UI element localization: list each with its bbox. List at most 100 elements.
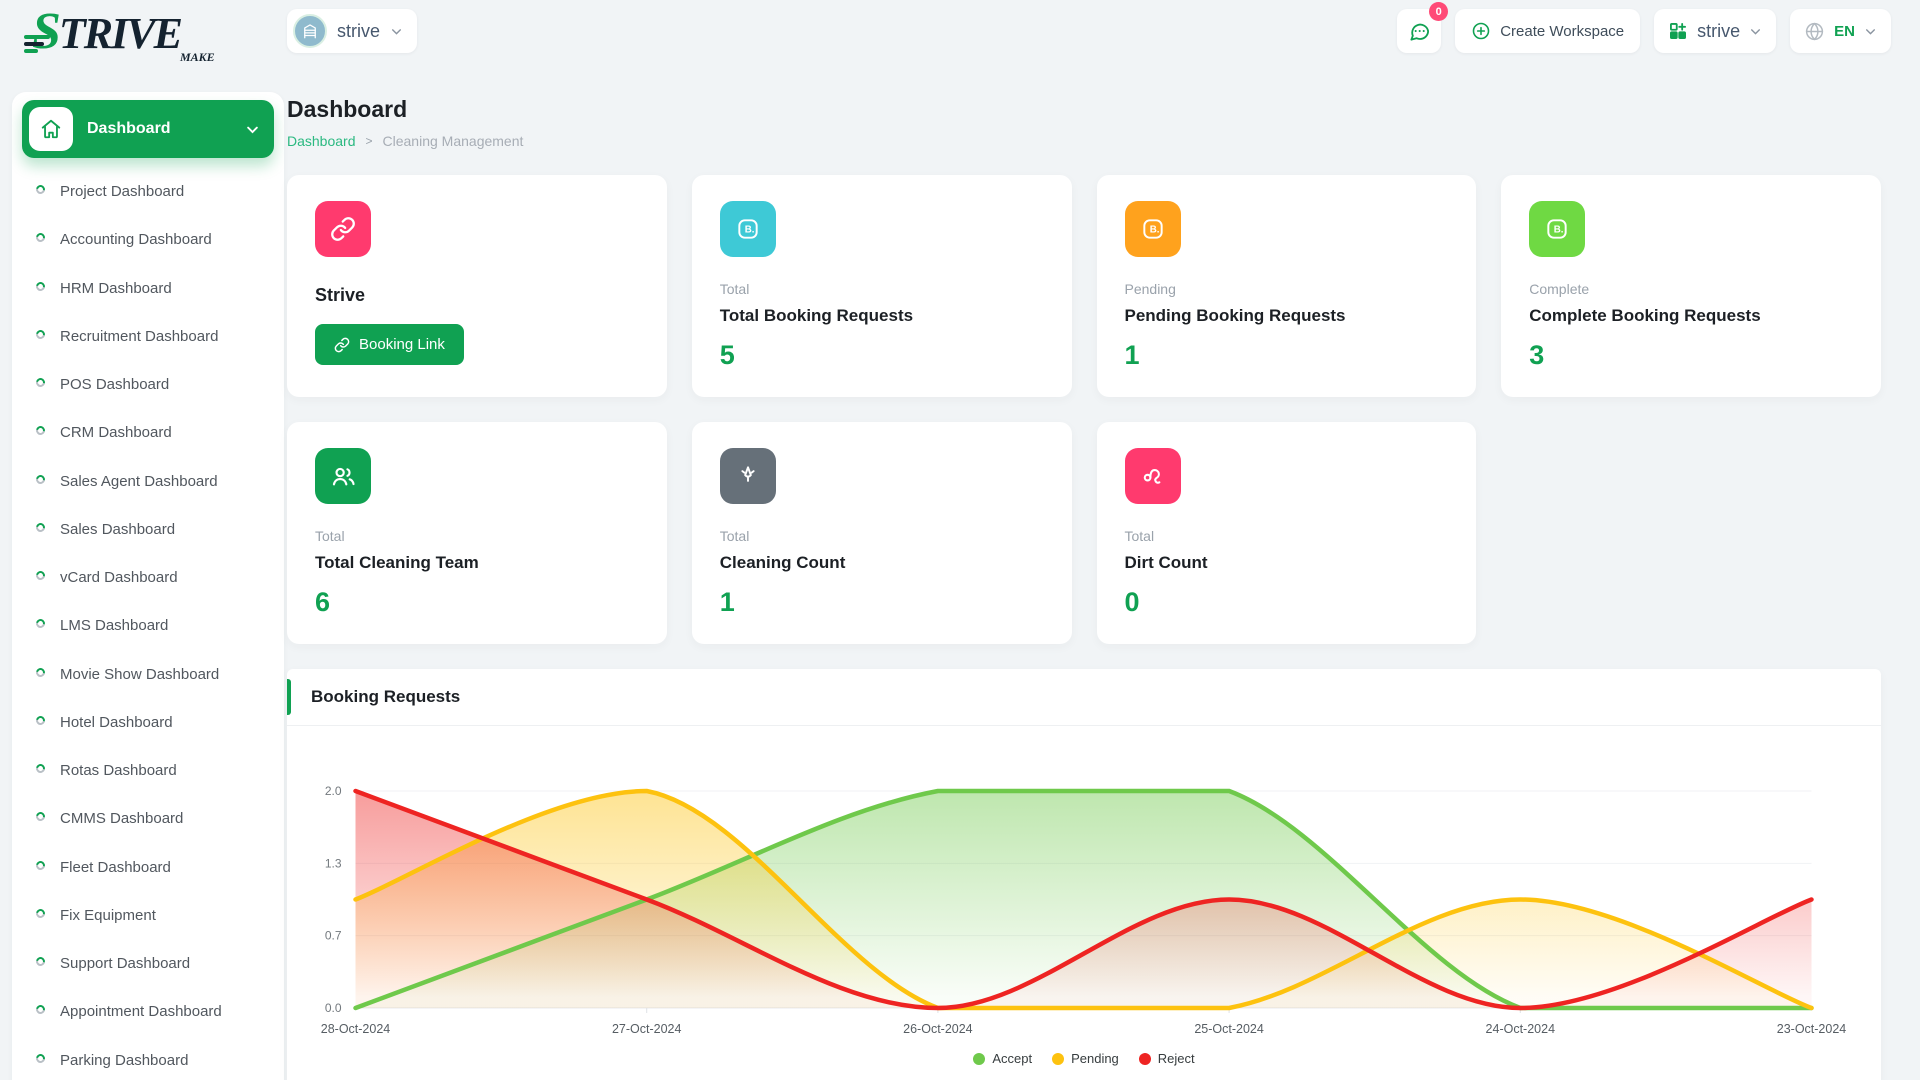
legend-dot-icon — [1138, 1052, 1151, 1065]
sidebar-item-accounting-dashboard[interactable]: Accounting Dashboard — [22, 216, 274, 264]
booking-icon: B. — [1529, 201, 1586, 257]
sidebar-item-dashboard-active[interactable]: Dashboard — [22, 100, 274, 158]
sidebar-item-hrm-dashboard[interactable]: HRM Dashboard — [22, 265, 274, 313]
bullet-icon — [34, 762, 47, 775]
stat-card-dirt-count: Total Dirt Count 0 — [1096, 422, 1477, 644]
bullet-icon — [34, 858, 47, 872]
bullet-icon — [34, 713, 47, 727]
stat-card-cleaning-count: Total Cleaning Count 1 — [691, 422, 1072, 644]
stat-title: Pending Booking Requests — [1124, 306, 1346, 325]
legend-pending[interactable]: Pending — [1052, 1051, 1119, 1066]
sidebar-item-label: HRM Dashboard — [60, 279, 172, 297]
workspace-switcher-label: strive — [1697, 20, 1741, 41]
stat-title: Dirt Count — [1124, 553, 1208, 572]
breadcrumb-dashboard-link[interactable]: Dashboard — [287, 133, 356, 149]
bullet-icon — [34, 906, 47, 920]
bullet-icon — [34, 665, 47, 679]
sidebar-item-support-dashboard[interactable]: Support Dashboard — [22, 940, 274, 988]
sidebar-item-label: Fix Equipment — [60, 906, 156, 924]
svg-text:B.: B. — [1149, 224, 1159, 235]
page-title: Dashboard — [287, 96, 408, 122]
sidebar-item-fleet-dashboard[interactable]: Fleet Dashboard — [22, 844, 274, 892]
stat-title: Complete Booking Requests — [1529, 306, 1761, 325]
bullet-icon — [34, 1051, 47, 1065]
sidebar-item-crm-dashboard[interactable]: CRM Dashboard — [22, 409, 274, 457]
sidebar-item-pos-dashboard[interactable]: POS Dashboard — [22, 361, 274, 409]
workspace-pill-label: strive — [337, 20, 381, 41]
sidebar-submenu: Project Dashboard Accounting Dashboard HRM… — [22, 168, 274, 1080]
sidebar-active-label: Dashboard — [87, 120, 171, 137]
sidebar-item-vcard-dashboard[interactable]: vCard Dashboard — [22, 554, 274, 602]
booking-requests-panel: Booking Requests 0.0 0.7 1.3 2.0 28-Oct-2024… — [287, 669, 1881, 1080]
stat-value: 0 — [1124, 587, 1140, 617]
bullet-icon — [34, 231, 47, 245]
bullet-icon — [34, 472, 47, 486]
messages-button[interactable]: 0 — [1397, 2, 1449, 53]
create-workspace-button[interactable]: Create Workspace — [1455, 9, 1641, 53]
sidebar-item-label: LMS Dashboard — [60, 617, 169, 635]
link-small-icon — [334, 337, 350, 352]
svg-text:25-Oct-2024: 25-Oct-2024 — [1194, 1022, 1264, 1036]
booking-icon: B. — [719, 201, 776, 257]
legend-label: Reject — [1157, 1051, 1195, 1066]
breadcrumb: Dashboard > Cleaning Management — [287, 133, 1881, 149]
sidebar-item-label: CRM Dashboard — [60, 424, 172, 442]
create-workspace-label: Create Workspace — [1500, 22, 1625, 40]
bullet-icon — [34, 955, 47, 968]
workspace-pill[interactable]: strive — [287, 9, 418, 53]
legend-dot-icon — [973, 1052, 986, 1065]
svg-text:2.0: 2.0 — [325, 784, 342, 798]
sidebar-item-cmms-dashboard[interactable]: CMMS Dashboard — [22, 795, 274, 843]
bullet-icon — [34, 617, 47, 631]
building-icon — [304, 24, 316, 39]
sidebar-item-recruitment-dashboard[interactable]: Recruitment Dashboard — [22, 313, 274, 361]
cleaning-icon — [719, 448, 776, 504]
legend-reject[interactable]: Reject — [1138, 1051, 1195, 1066]
sidebar-item-fix-equipment[interactable]: Fix Equipment — [22, 892, 274, 940]
chevron-down-icon — [1751, 28, 1761, 35]
sidebar-item-label: Sales Dashboard — [60, 520, 176, 538]
language-label: EN — [1834, 22, 1855, 40]
sidebar-item-label: Appointment Dashboard — [60, 1003, 222, 1021]
bullet-icon — [34, 376, 47, 389]
stat-card-total-booking-requests: B. Total Total Booking Requests 5 — [691, 175, 1072, 397]
globe-icon — [1806, 22, 1824, 40]
sidebar-item-movie-show-dashboard[interactable]: Movie Show Dashboard — [22, 651, 274, 699]
brand-card-title: Strive — [315, 285, 366, 305]
legend-accept[interactable]: Accept — [973, 1051, 1032, 1066]
logo-tagline: MAKE — [180, 50, 215, 64]
stat-tag: Total — [315, 528, 345, 544]
stat-card-complete-booking-requests: B. Complete Complete Booking Requests 3 — [1501, 175, 1881, 397]
sidebar-item-label: Fleet Dashboard — [60, 858, 171, 876]
chat-bubble-icon — [1410, 23, 1429, 41]
sidebar-item-label: Accounting Dashboard — [60, 231, 212, 249]
svg-text:26-Oct-2024: 26-Oct-2024 — [903, 1022, 973, 1036]
svg-text:B.: B. — [745, 224, 755, 235]
sidebar-item-lms-dashboard[interactable]: LMS Dashboard — [22, 602, 274, 650]
svg-text:27-Oct-2024: 27-Oct-2024 — [612, 1022, 682, 1036]
sidebar-item-sales-agent-dashboard[interactable]: Sales Agent Dashboard — [22, 458, 274, 506]
sidebar: Dashboard Project Dashboard Accounting Da… — [12, 92, 284, 1080]
sidebar-item-hotel-dashboard[interactable]: Hotel Dashboard — [22, 699, 274, 747]
stat-card-pending-booking-requests: B. Pending Pending Booking Requests 1 — [1096, 175, 1477, 397]
language-selector[interactable]: EN — [1790, 9, 1891, 53]
sidebar-item-project-dashboard[interactable]: Project Dashboard — [22, 168, 274, 216]
bullet-icon — [34, 183, 47, 196]
sidebar-item-label: CMMS Dashboard — [60, 810, 184, 828]
bullet-icon — [34, 520, 47, 534]
sidebar-item-rotas-dashboard[interactable]: Rotas Dashboard — [22, 747, 274, 795]
breadcrumb-current: Cleaning Management — [382, 133, 524, 149]
booking-link-button[interactable]: Booking Link — [315, 324, 464, 365]
svg-text:0.7: 0.7 — [325, 929, 342, 943]
sidebar-item-appointment-dashboard[interactable]: Appointment Dashboard — [22, 988, 274, 1036]
sidebar-item-parking-dashboard[interactable]: Parking Dashboard — [22, 1037, 274, 1080]
logo-wordmark: STRIVE — [32, 3, 183, 60]
home-icon — [29, 107, 73, 151]
sidebar-item-sales-dashboard[interactable]: Sales Dashboard — [22, 506, 274, 554]
logo-speed-lines — [24, 35, 50, 53]
app-logo[interactable]: STRIVE MAKE — [24, 3, 260, 65]
svg-text:1.3: 1.3 — [325, 856, 342, 870]
plus-circle-icon — [1472, 22, 1490, 40]
chart-body: 0.0 0.7 1.3 2.0 28-Oct-2024 27-Oct-2024 26-Oct… — [287, 726, 1881, 1080]
workspace-switcher[interactable]: strive — [1654, 9, 1777, 53]
